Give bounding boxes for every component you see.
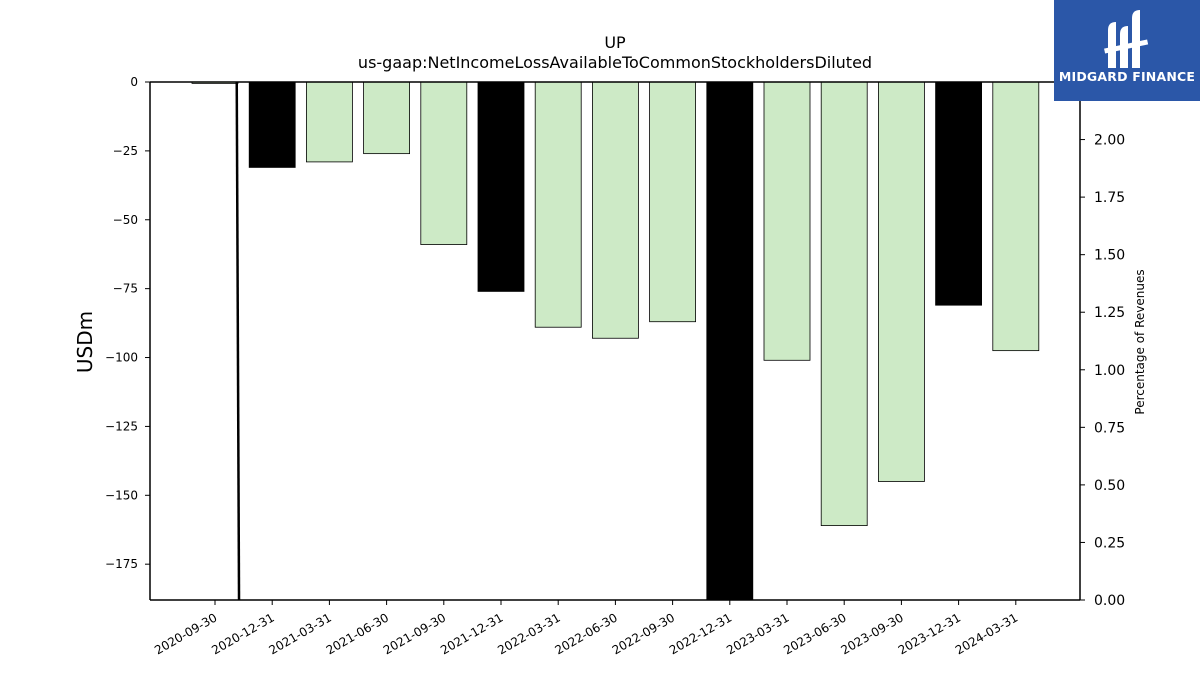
line-series-group xyxy=(235,81,241,601)
y-tick-label: −100 xyxy=(105,351,138,365)
x-tick-label: 2020-09-30 xyxy=(152,610,219,657)
y2-tick-label: 0.00 xyxy=(1094,593,1125,609)
y2-tick-label: 1.25 xyxy=(1094,305,1125,321)
y-tick-label: −150 xyxy=(105,488,138,502)
y-tick-label: −75 xyxy=(113,282,138,296)
y-tick-label: −25 xyxy=(113,144,138,158)
y2-axis-label: Percentage of Revenues xyxy=(1133,269,1147,414)
x-tick-label: 2022-03-31 xyxy=(495,610,562,657)
y-tick-label: −125 xyxy=(105,419,138,433)
bars-group xyxy=(191,81,1040,601)
brand-logo: MIDGARD FINANCE xyxy=(1054,0,1200,101)
x-tick-label: 2023-06-30 xyxy=(781,610,848,657)
chart-subtitle: us-gaap:NetIncomeLossAvailableToCommonSt… xyxy=(358,53,872,72)
bar-2022-03-31 xyxy=(534,81,582,328)
bar-2021-09-30 xyxy=(420,81,468,245)
y2-tick-label: 1.75 xyxy=(1094,190,1125,206)
y2-tick-label: 1.00 xyxy=(1094,363,1125,379)
bar-2022-06-30 xyxy=(592,81,639,339)
x-tick-label: 2021-09-30 xyxy=(381,610,448,657)
x-tick-label: 2021-12-31 xyxy=(438,610,505,657)
logo-mark-icon xyxy=(1104,10,1149,68)
bar-2023-06-30 xyxy=(820,81,868,527)
y2-tick-label: 1.50 xyxy=(1094,248,1125,264)
x-tick-label: 2021-06-30 xyxy=(324,610,391,657)
bar-2022-09-30 xyxy=(649,81,696,323)
bar-2021-03-31 xyxy=(305,81,353,163)
x-tick-label: 2022-12-31 xyxy=(667,610,734,657)
y2-tick-label: 0.50 xyxy=(1094,478,1125,494)
x-tick-label: 2024-03-31 xyxy=(953,610,1020,657)
x-tick-label: 2023-09-30 xyxy=(838,610,905,657)
logo-text: MIDGARD FINANCE xyxy=(1058,69,1196,84)
x-tick-label: 2020-12-31 xyxy=(209,610,276,657)
x-tick-label: 2023-03-31 xyxy=(724,610,791,657)
bar-2023-12-31 xyxy=(935,81,982,306)
bar-2021-12-31 xyxy=(477,81,525,292)
bar-2020-12-31 xyxy=(248,81,296,168)
x-tick-label: 2022-06-30 xyxy=(552,610,619,657)
y-tick-label: −50 xyxy=(113,213,138,227)
y2-tick-label: 0.25 xyxy=(1094,535,1125,551)
y2-tick-label: 2.00 xyxy=(1094,133,1125,149)
y-tick-label: −175 xyxy=(105,557,138,571)
x-tick-label: 2023-12-31 xyxy=(896,610,963,657)
y-axis-label: USDm xyxy=(73,311,97,373)
percentage-of-revenues-line xyxy=(235,81,241,601)
bar-2022-12-31 xyxy=(706,81,754,601)
bar-2024-03-31 xyxy=(992,81,1040,352)
x-tick-label: 2021-03-31 xyxy=(266,610,333,657)
x-tick-label: 2022-09-30 xyxy=(610,610,677,657)
chart-title: UP xyxy=(604,33,626,52)
y-tick-label: 0 xyxy=(130,75,138,89)
bar-2021-06-30 xyxy=(363,81,411,155)
y2-tick-label: 0.75 xyxy=(1094,420,1125,436)
bar-2023-03-31 xyxy=(763,81,811,361)
bar-2023-09-30 xyxy=(878,81,925,482)
